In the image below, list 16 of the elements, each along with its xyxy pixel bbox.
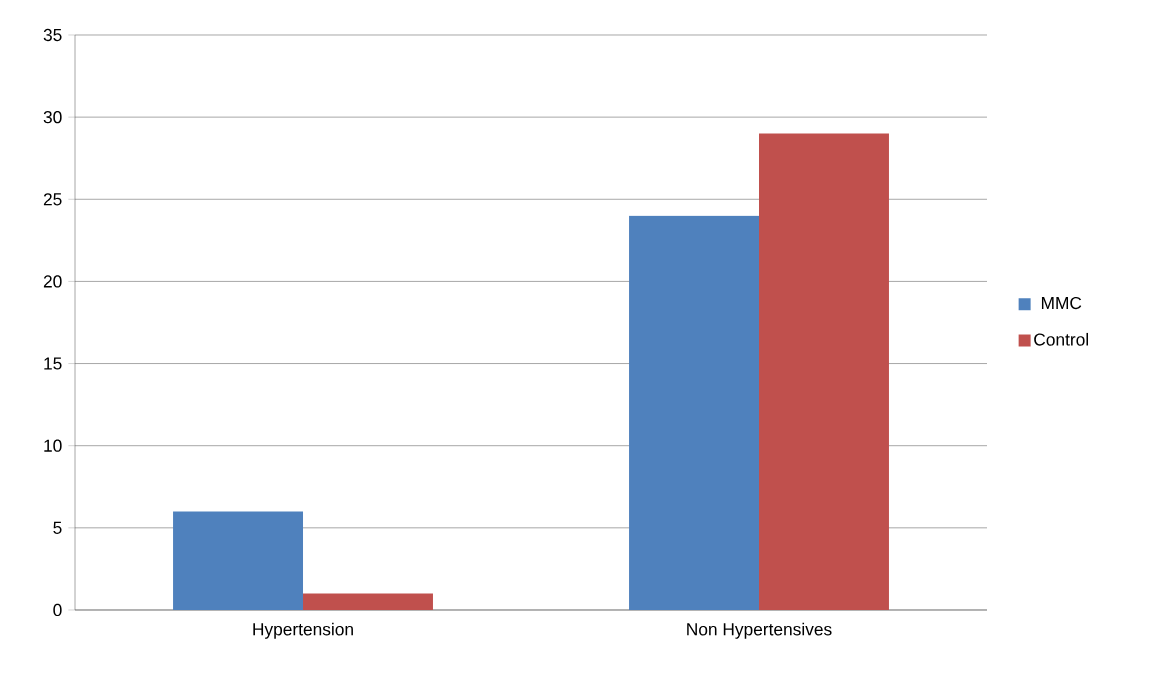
legend-label: MMC bbox=[1041, 296, 1082, 310]
y-tick-label: 35 bbox=[43, 28, 62, 42]
y-tick-label: 25 bbox=[43, 193, 62, 206]
y-tick-label: 10 bbox=[44, 439, 62, 452]
y-tick-label: 0 bbox=[53, 603, 62, 617]
y-tick-label: 15 bbox=[44, 357, 62, 370]
y-tick-label: 5 bbox=[53, 521, 62, 534]
bar bbox=[759, 133, 889, 610]
y-tick-label: 20 bbox=[43, 275, 62, 288]
bar bbox=[303, 593, 433, 610]
x-tick-label: Non Hypertensives bbox=[687, 622, 832, 639]
x-tick-label: Hypertension bbox=[253, 622, 353, 639]
bar bbox=[173, 511, 304, 610]
bar bbox=[629, 215, 760, 610]
legend-label: Control bbox=[1034, 332, 1089, 346]
y-tick-label: 30 bbox=[43, 111, 62, 124]
